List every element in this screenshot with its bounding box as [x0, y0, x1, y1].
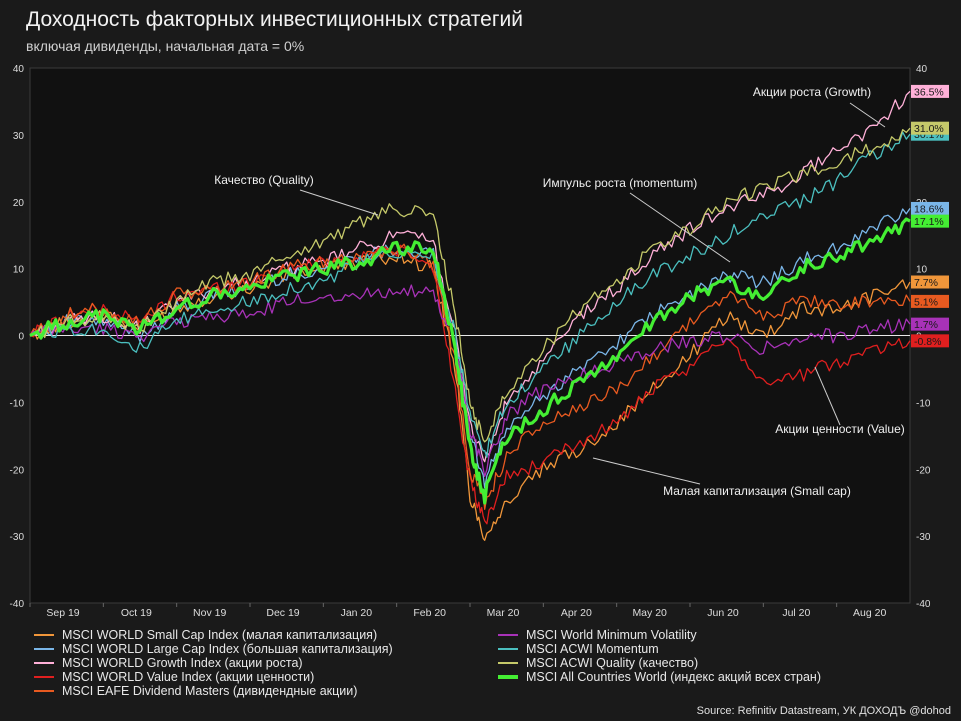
legend-swatch: [34, 648, 54, 650]
legend-swatch: [34, 662, 54, 664]
end-value-badge: [911, 201, 949, 215]
legend-column-right: MSCI World Minimum Volatility MSCI ACWI M…: [498, 628, 821, 684]
legend-item: MSCI ACWI Quality (качество): [498, 656, 821, 670]
end-value-label: 17.1%: [914, 216, 944, 228]
end-value-badge: [911, 214, 949, 228]
annotation-label: Малая капитализация (Small cap): [663, 484, 851, 498]
x-tick-label: Jan 20: [341, 607, 373, 619]
y-tick-left: 10: [13, 265, 25, 276]
legend-item: MSCI All Countries World (индекс акций в…: [498, 670, 821, 684]
end-value-label: 18.6%: [914, 203, 944, 215]
y-tick-right: 10: [916, 265, 928, 276]
y-tick-left: -20: [10, 465, 25, 476]
legend-label: MSCI EAFE Dividend Masters (дивидендные …: [62, 684, 358, 698]
y-tick-left: -30: [10, 532, 25, 543]
end-value-badge: [911, 84, 949, 98]
annotation-leader-line: [592, 457, 701, 485]
y-tick-left: 30: [13, 131, 25, 142]
legend-label: MSCI WORLD Large Cap Index (большая капи…: [62, 642, 393, 656]
y-tick-right: -10: [916, 398, 931, 409]
legend-swatch: [498, 634, 518, 636]
y-tick-right: 40: [916, 64, 928, 75]
legend-swatch: [498, 675, 518, 679]
legend-item: MSCI WORLD Value Index (акции ценности): [34, 670, 393, 684]
chart-subtitle: включая дивиденды, начальная дата = 0%: [26, 38, 305, 54]
end-value-label: 1.7%: [914, 319, 938, 331]
x-tick-label: Jul 20: [782, 607, 810, 619]
x-tick-label: Nov 19: [193, 607, 226, 619]
legend-swatch: [498, 662, 518, 664]
x-tick-label: Mar 20: [487, 607, 520, 619]
legend-item: MSCI WORLD Growth Index (акции роста): [34, 656, 393, 670]
legend-swatch: [498, 648, 518, 650]
y-tick-right: -20: [916, 465, 931, 476]
y-tick-left: 0: [18, 332, 24, 343]
legend-column-left: MSCI WORLD Small Cap Index (малая капита…: [34, 628, 393, 698]
annotation-leader-line: [814, 366, 841, 426]
x-tick-label: Apr 20: [561, 607, 592, 619]
annotation-label: Качество (Quality): [214, 173, 313, 187]
y-tick-left: -40: [10, 599, 25, 610]
series-line: [29, 127, 911, 443]
x-tick-label: Dec 19: [266, 607, 299, 619]
legend-label: MSCI World Minimum Volatility: [526, 628, 697, 642]
annotation-leader-line: [629, 192, 731, 263]
legend-label: MSCI ACWI Momentum: [526, 642, 659, 656]
x-tick-label: Feb 20: [413, 607, 446, 619]
y-tick-left: -10: [10, 398, 25, 409]
legend-item: MSCI WORLD Large Cap Index (большая капи…: [34, 642, 393, 656]
x-tick-label: Aug 20: [853, 607, 886, 619]
end-value-badge: [911, 334, 949, 348]
annotation-leader-line: [299, 189, 379, 216]
y-tick-right: -30: [916, 532, 931, 543]
end-value-label: 7.7%: [914, 277, 938, 289]
x-tick-label: Sep 19: [46, 607, 79, 619]
legend-label: MSCI WORLD Growth Index (акции роста): [62, 656, 303, 670]
end-value-badge: [911, 275, 949, 289]
annotation-leader-line: [849, 102, 886, 128]
chart-title: Доходность факторных инвестиционных стра…: [26, 8, 523, 31]
end-value-label: 5.1%: [914, 296, 938, 308]
end-value-label: -0.8%: [914, 336, 941, 348]
legend-swatch: [34, 676, 54, 678]
annotation-label: Импульс роста (momentum): [543, 176, 697, 190]
legend-swatch: [34, 690, 54, 692]
legend-label: MSCI WORLD Value Index (акции ценности): [62, 670, 315, 684]
end-value-badge: [911, 294, 949, 308]
end-value-badge: [911, 317, 949, 331]
legend-label: MSCI WORLD Small Cap Index (малая капита…: [62, 628, 378, 642]
x-tick-label: Jun 20: [707, 607, 739, 619]
end-value-label: 31.0%: [914, 123, 944, 135]
end-value-badge: [911, 121, 949, 135]
legend-label: MSCI All Countries World (индекс акций в…: [526, 670, 821, 684]
y-tick-left: 20: [13, 198, 25, 209]
y-tick-left: 40: [13, 64, 25, 75]
series-line: [29, 131, 911, 458]
y-tick-right: -40: [916, 599, 931, 610]
source-note: Source: Refinitiv Datastream, УК ДОХОДЪ …: [696, 705, 951, 717]
legend-swatch: [34, 634, 54, 636]
legend-item: MSCI EAFE Dividend Masters (дивидендные …: [34, 684, 393, 698]
x-tick-label: May 20: [632, 607, 667, 619]
legend-item: MSCI ACWI Momentum: [498, 642, 821, 656]
legend-label: MSCI ACWI Quality (качество): [526, 656, 699, 670]
x-tick-label: Oct 19: [121, 607, 152, 619]
legend-item: MSCI WORLD Small Cap Index (малая капита…: [34, 628, 393, 642]
series-line: [29, 217, 911, 505]
annotation-label: Акции роста (Growth): [753, 85, 871, 99]
end-value-label: 36.5%: [914, 86, 944, 98]
legend-item: MSCI World Minimum Volatility: [498, 628, 821, 642]
annotation-label: Акции ценности (Value): [775, 422, 905, 436]
